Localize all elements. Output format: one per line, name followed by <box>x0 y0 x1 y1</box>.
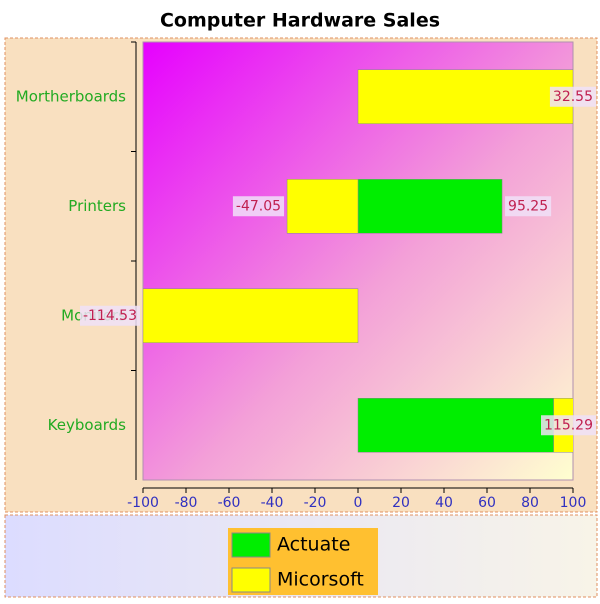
y-tick-label: Mortherboards <box>16 87 126 105</box>
data-label-background <box>79 305 140 326</box>
data-label-background <box>541 415 596 436</box>
legend-swatch <box>231 532 271 558</box>
x-tick-label: 40 <box>435 495 453 511</box>
x-tick-label: -20 <box>304 495 327 511</box>
bar <box>357 398 554 453</box>
data-label: 95.25 <box>508 198 548 214</box>
data-label-background <box>549 86 596 107</box>
x-tick-label: -40 <box>261 495 284 511</box>
y-tick-label: Printers <box>68 197 126 215</box>
x-tick-label: 80 <box>521 495 539 511</box>
data-label-background <box>232 196 285 217</box>
legend-swatch <box>231 567 271 593</box>
x-tick-label: -100 <box>127 495 159 511</box>
y-tick-label: Keyboards <box>48 416 127 434</box>
x-tick-label: -80 <box>175 495 198 511</box>
x-tick-label: 0 <box>354 495 363 511</box>
x-tick-label: 60 <box>478 495 496 511</box>
bar <box>286 179 359 234</box>
x-tick-label: -60 <box>218 495 241 511</box>
data-label: -47.05 <box>236 198 281 214</box>
x-tick-label: 20 <box>392 495 410 511</box>
chart-title: Computer Hardware Sales <box>160 10 440 32</box>
data-label-background <box>505 196 552 217</box>
data-label: 32.55 <box>553 89 593 105</box>
legend-label: Micorsoft <box>277 569 364 591</box>
data-label: -114.53 <box>83 308 137 324</box>
bar <box>357 69 573 124</box>
data-label: 115.29 <box>544 417 593 433</box>
bar <box>143 288 359 343</box>
bar <box>357 179 503 234</box>
legend-label: Actuate <box>277 534 350 556</box>
x-tick-label: 100 <box>560 495 587 511</box>
